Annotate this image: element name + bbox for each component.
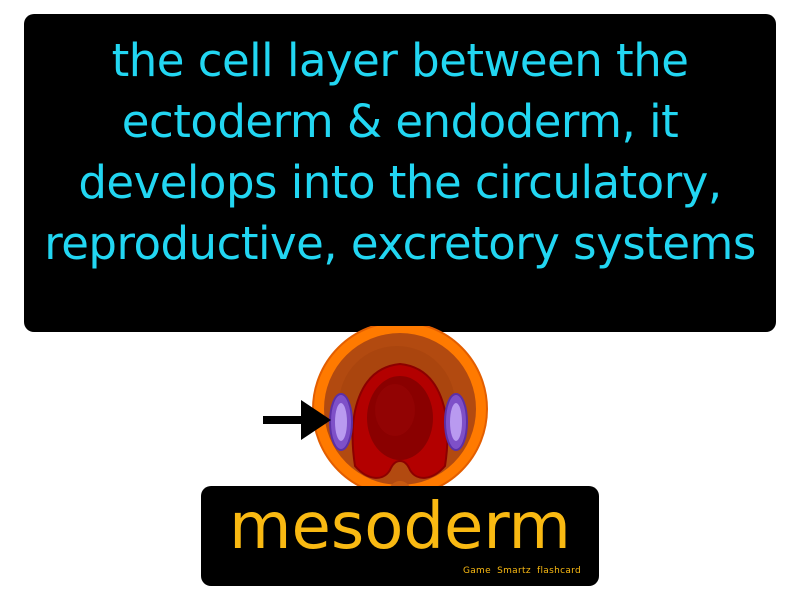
term-text: mesoderm (229, 490, 571, 564)
arrow-right-icon (263, 400, 331, 440)
credit-text: Game Smartz flashcard (462, 566, 581, 576)
embryo-cross-section-icon (263, 321, 488, 497)
definition-box: the cell layer between the ectoderm & en… (24, 14, 776, 332)
embryo-illustration (255, 321, 495, 497)
definition-text: the cell layer between the ectoderm & en… (44, 34, 756, 270)
term-box: mesoderm Game Smartz flashcard (201, 486, 599, 586)
